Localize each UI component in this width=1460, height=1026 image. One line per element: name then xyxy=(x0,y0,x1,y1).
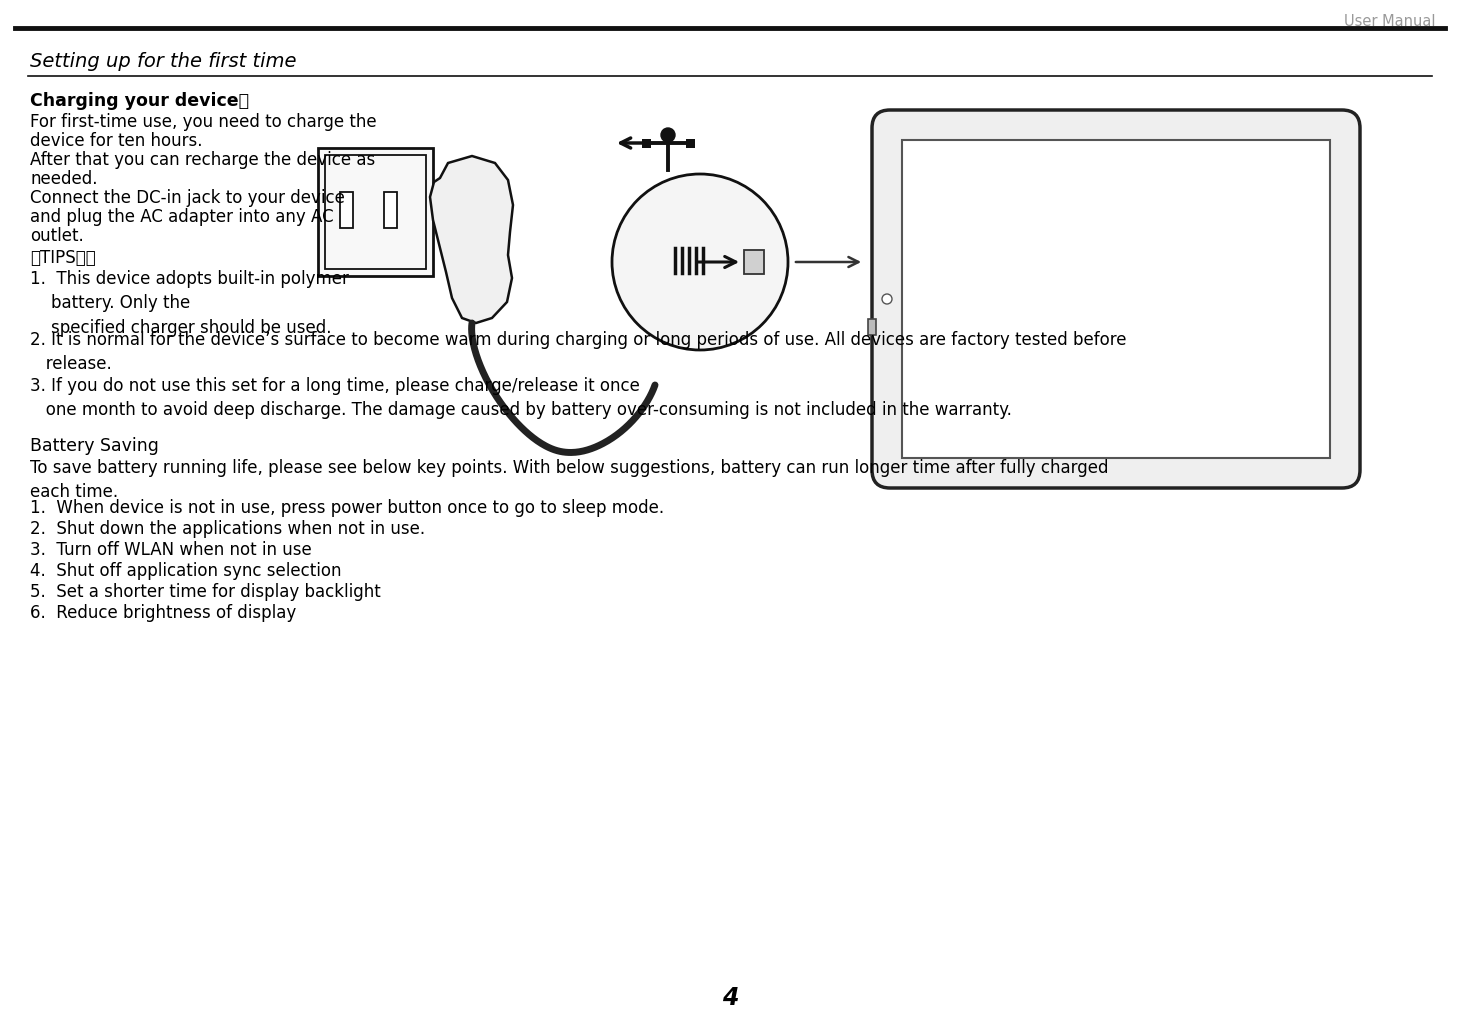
Text: Charging your device：: Charging your device： xyxy=(31,92,250,110)
FancyBboxPatch shape xyxy=(318,148,434,276)
FancyBboxPatch shape xyxy=(642,139,651,148)
Text: 2. It is normal for the device’s surface to become warm during charging or long : 2. It is normal for the device’s surface… xyxy=(31,331,1127,373)
FancyBboxPatch shape xyxy=(745,250,764,274)
Text: 6.  Reduce brightness of display: 6. Reduce brightness of display xyxy=(31,604,296,622)
Text: 2.  Shut down the applications when not in use.: 2. Shut down the applications when not i… xyxy=(31,520,425,538)
Text: Connect the DC-in jack to your device: Connect the DC-in jack to your device xyxy=(31,189,345,207)
FancyBboxPatch shape xyxy=(384,192,397,228)
Text: 4.  Shut off application sync selection: 4. Shut off application sync selection xyxy=(31,562,342,580)
Text: Battery Saving: Battery Saving xyxy=(31,437,159,455)
FancyBboxPatch shape xyxy=(872,110,1361,488)
Text: and plug the AC adapter into any AC: and plug the AC adapter into any AC xyxy=(31,208,334,226)
Circle shape xyxy=(661,128,675,142)
Text: User Manual: User Manual xyxy=(1343,14,1435,29)
Circle shape xyxy=(612,174,788,350)
Text: device for ten hours.: device for ten hours. xyxy=(31,132,203,150)
FancyBboxPatch shape xyxy=(340,192,353,228)
Text: To save battery running life, please see below key points. With below suggestion: To save battery running life, please see… xyxy=(31,459,1108,502)
FancyBboxPatch shape xyxy=(326,155,426,269)
FancyBboxPatch shape xyxy=(686,139,695,148)
Polygon shape xyxy=(431,156,512,323)
Text: needed.: needed. xyxy=(31,170,98,188)
FancyBboxPatch shape xyxy=(869,319,876,336)
Text: outlet.: outlet. xyxy=(31,227,83,245)
Text: 4: 4 xyxy=(721,986,739,1010)
FancyBboxPatch shape xyxy=(902,140,1330,458)
Text: 1.  When device is not in use, press power button once to go to sleep mode.: 1. When device is not in use, press powe… xyxy=(31,499,664,517)
Text: After that you can recharge the device as: After that you can recharge the device a… xyxy=(31,151,375,169)
Text: 5.  Set a shorter time for display backlight: 5. Set a shorter time for display backli… xyxy=(31,583,381,601)
Circle shape xyxy=(882,294,892,304)
Text: 【TIPS】：: 【TIPS】： xyxy=(31,249,96,267)
Text: 1.  This device adopts built-in polymer
    battery. Only the
    specified char: 1. This device adopts built-in polymer b… xyxy=(31,270,349,337)
Text: 3. If you do not use this set for a long time, please charge/release it once
   : 3. If you do not use this set for a long… xyxy=(31,377,1012,420)
Text: Setting up for the first time: Setting up for the first time xyxy=(31,52,296,71)
Text: For first-time use, you need to charge the: For first-time use, you need to charge t… xyxy=(31,113,377,131)
Text: 3.  Turn off WLAN when not in use: 3. Turn off WLAN when not in use xyxy=(31,541,312,559)
